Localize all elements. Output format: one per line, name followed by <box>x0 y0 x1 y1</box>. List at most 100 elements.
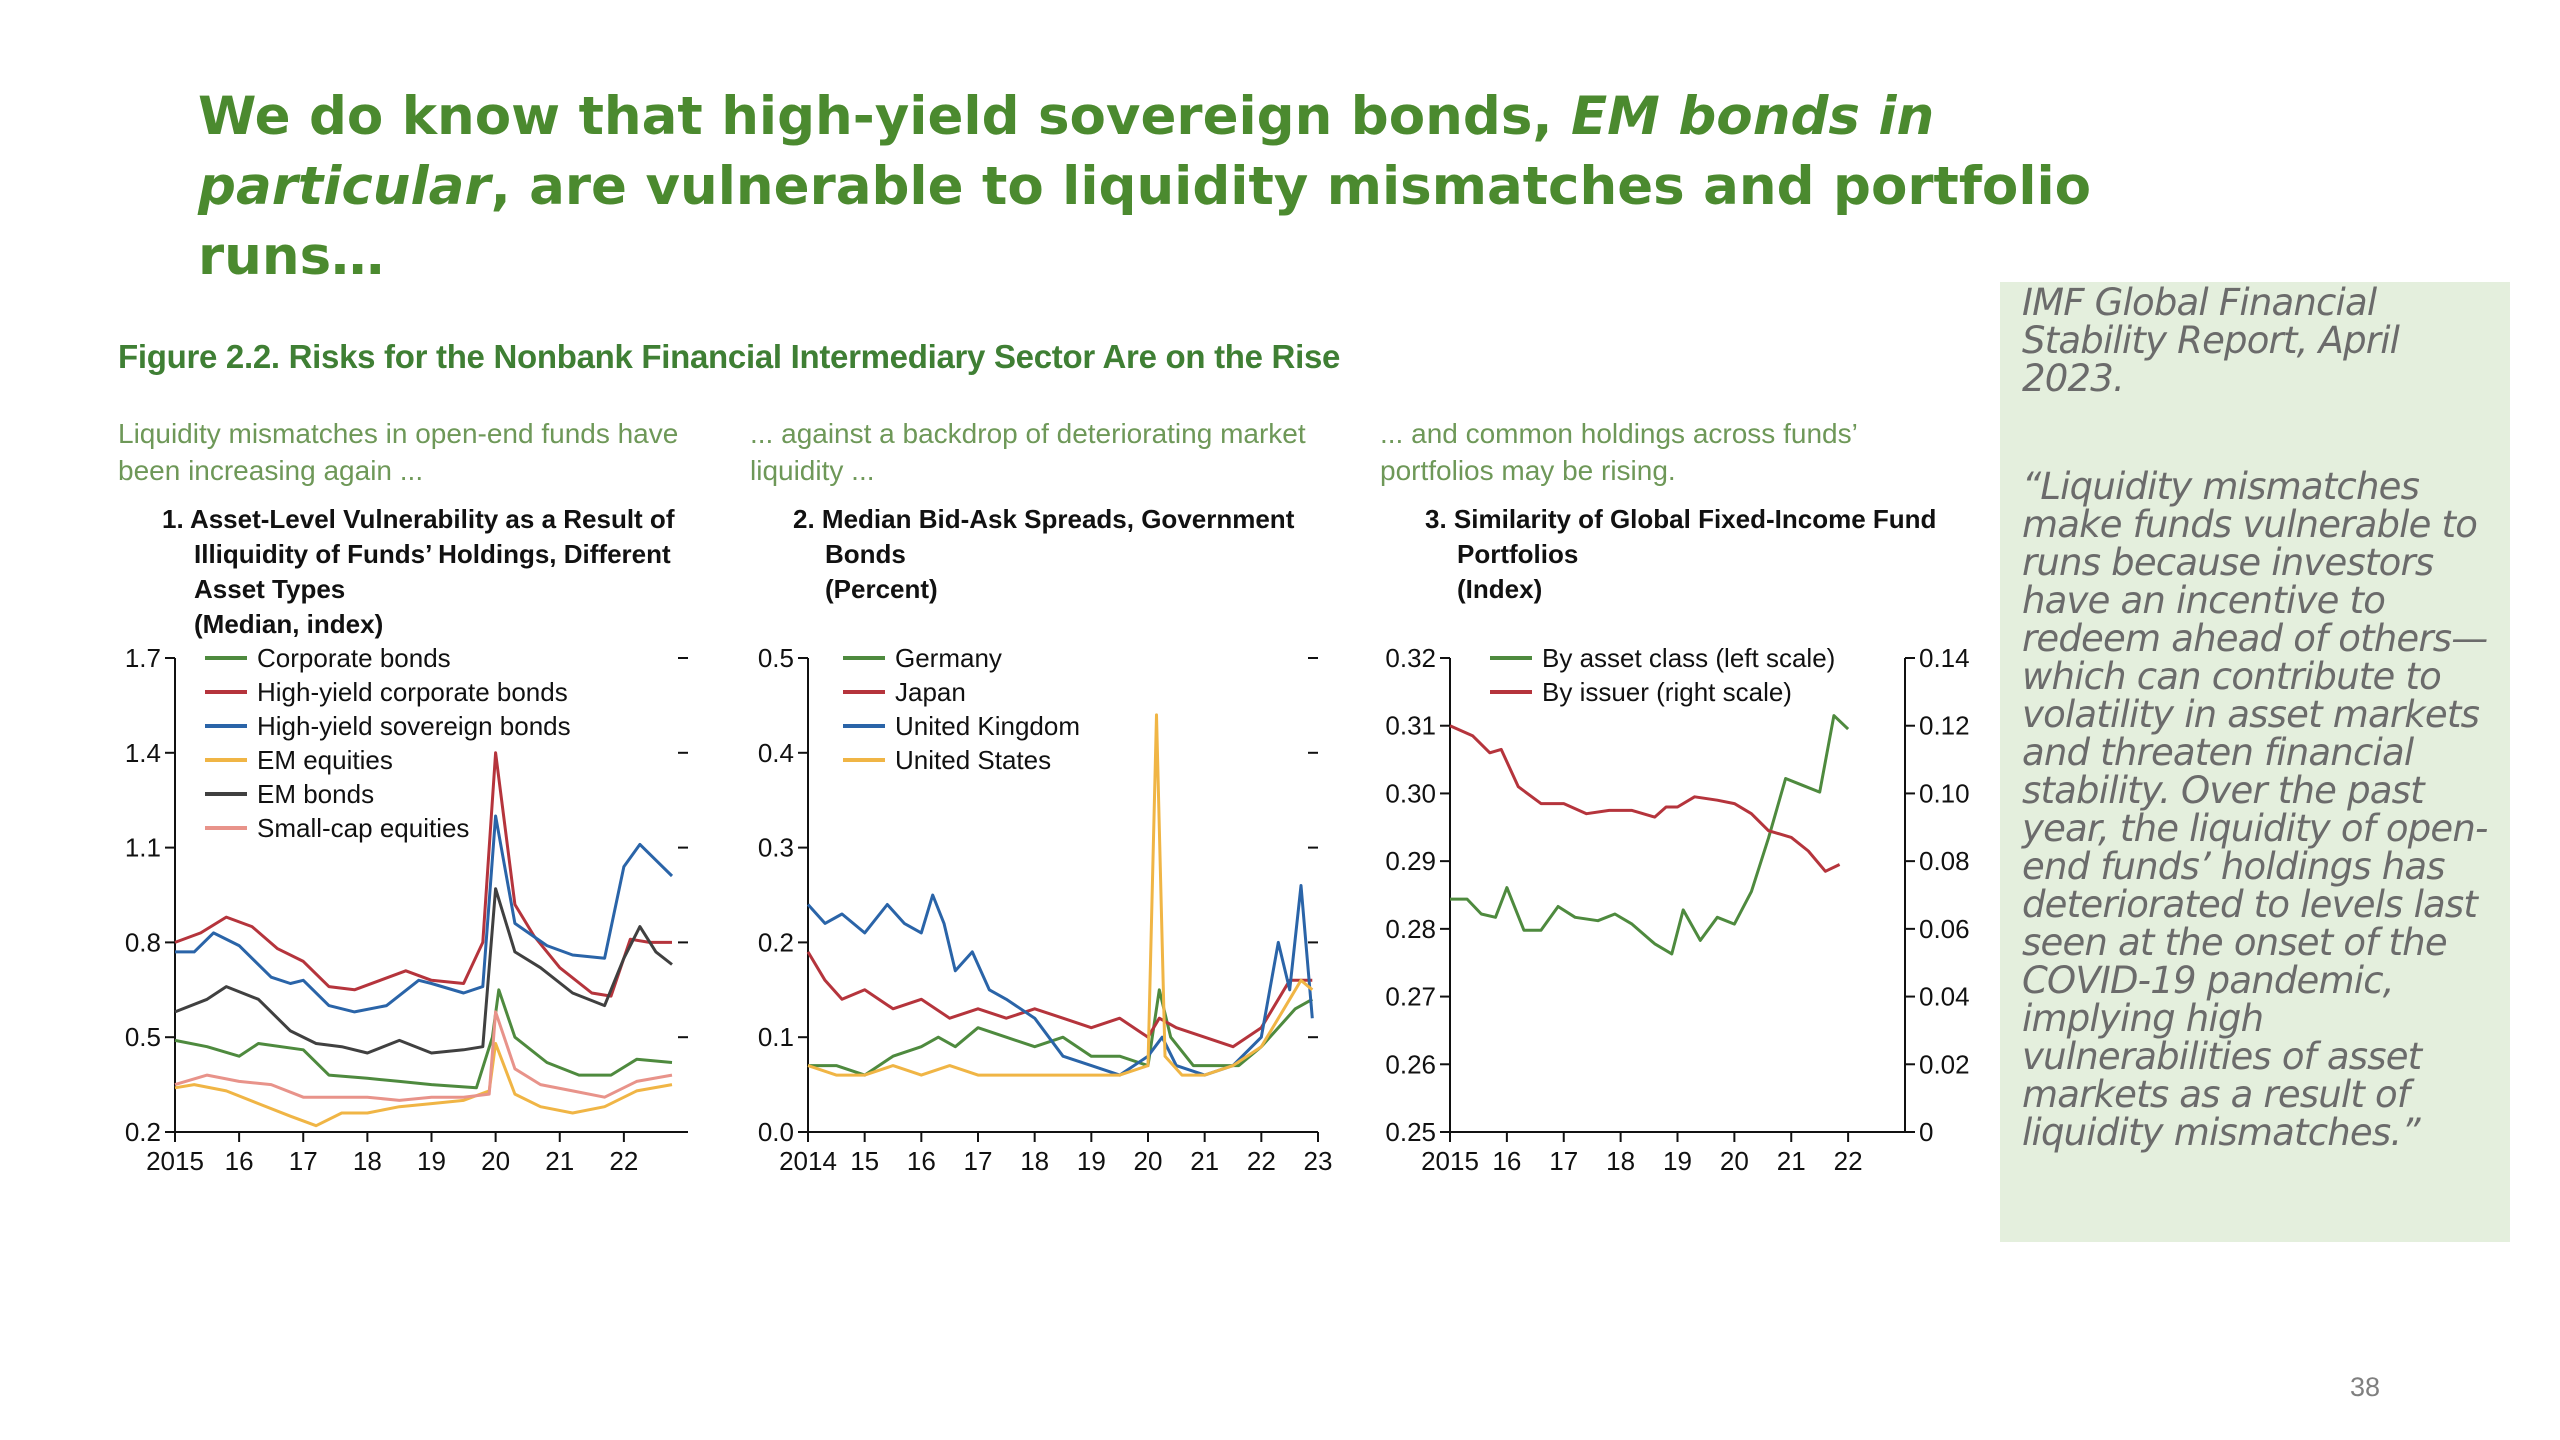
chart3-y2-tick-label: 0.06 <box>1919 914 1970 944</box>
figure-title: Figure 2.2. Risks for the Nonbank Financ… <box>118 338 1341 375</box>
chart1-x-tick-label: 20 <box>481 1146 510 1176</box>
chart1-y-tick-label: 1.4 <box>125 738 161 768</box>
chart1-y-tick-label: 1.1 <box>125 833 161 863</box>
chart2-series-line <box>806 884 1314 1077</box>
chart1-x-tick-label: 17 <box>289 1146 318 1176</box>
chart3-legend-label: By asset class (left scale) <box>1542 643 1835 673</box>
chart2-x-tick-label: 21 <box>1190 1146 1219 1176</box>
chart2-y-tick-label: 0.5 <box>758 643 794 673</box>
slide-title: We do know that high-yield sovereign bon… <box>198 82 2198 292</box>
chart3-y2-tick-label: 0.02 <box>1919 1049 1970 1079</box>
chart1-legend-label: Small-cap equities <box>257 813 469 843</box>
chart2-x-tick-label: 22 <box>1247 1146 1276 1176</box>
chart3-y-tick-label: 0.32 <box>1385 643 1436 673</box>
chart3-series-line <box>1449 724 1841 873</box>
chart3-x-tick-label: 17 <box>1549 1146 1578 1176</box>
chart3-y-tick-label: 0.31 <box>1385 711 1436 741</box>
panel-1-heading: 1. Asset-Level Vulnerability as a Result… <box>162 502 674 642</box>
chart2-legend-label: United Kingdom <box>895 711 1080 741</box>
panel-1-intro: Liquidity mismatches in open-end funds h… <box>118 418 679 486</box>
chart2-x-tick-label: 2014 <box>779 1146 837 1176</box>
chart3-y2-tick-label: 0.04 <box>1919 982 1970 1012</box>
chart3-x-tick-label: 21 <box>1777 1146 1806 1176</box>
chart2-x-tick-label: 20 <box>1134 1146 1163 1176</box>
quote-sidebar: IMF Global Financial Stability Report, A… <box>2000 282 2510 1242</box>
chart1-x-tick-label: 16 <box>225 1146 254 1176</box>
chart1-series-line <box>174 751 672 998</box>
chart2-series-line <box>807 713 1314 1077</box>
chart2-x-tick-label: 15 <box>850 1146 879 1176</box>
slide-title-part1: We do know that high-yield sovereign bon… <box>198 86 1571 147</box>
chart3-y-tick-label: 0.29 <box>1385 846 1436 876</box>
chart3-x-tick-label: 19 <box>1663 1146 1692 1176</box>
chart1-legend-label: High-yield sovereign bonds <box>257 711 571 741</box>
chart3-y-tick-label: 0.26 <box>1385 1049 1436 1079</box>
sidebar-quote: “Liquidity mismatches make funds vulnera… <box>2022 465 2488 1154</box>
chart2-legend-label: United States <box>895 745 1051 775</box>
panel-1-heading-line: (Median, index) <box>194 609 384 639</box>
chart1-y-tick-label: 0.5 <box>125 1022 161 1052</box>
panel-2-heading-line: (Percent) <box>825 574 938 604</box>
chart2-y-tick-label: 0.1 <box>758 1022 794 1052</box>
panel-2-intro: ... against a backdrop of deteriorating … <box>750 418 1306 486</box>
chart1-x-tick-label: 19 <box>417 1146 446 1176</box>
chart2-y-tick-label: 0.3 <box>758 833 794 863</box>
chart2-x-tick-label: 18 <box>1020 1146 1049 1176</box>
panel-1-heading-line: Asset Types <box>194 574 346 604</box>
chart1-series-line <box>174 988 673 1090</box>
panel-1-heading-line: 1. Asset-Level Vulnerability as a Result… <box>162 504 675 534</box>
chart3-y-tick-label: 0.25 <box>1385 1117 1436 1147</box>
chart2-x-tick-label: 23 <box>1304 1146 1333 1176</box>
chart3-x-tick-label: 16 <box>1492 1146 1521 1176</box>
chart1-series-line <box>175 814 674 1014</box>
chart1-legend-label: Corporate bonds <box>257 643 451 673</box>
chart1-y-tick-label: 0.8 <box>125 927 161 957</box>
chart3-x-tick-label: 2015 <box>1421 1146 1479 1176</box>
chart2-y-tick-label: 0.0 <box>758 1117 794 1147</box>
panel-3-heading-line: 3. Similarity of Global Fixed-Income Fun… <box>1425 504 1937 534</box>
chart2-legend-label: Japan <box>895 677 966 707</box>
chart3-y2-tick-label: 0.10 <box>1919 778 1970 808</box>
panel-3-intro: ... and common holdings across funds’ po… <box>1380 418 1857 486</box>
chart2-x-tick-label: 19 <box>1077 1146 1106 1176</box>
chart1-y-tick-label: 0.2 <box>125 1117 161 1147</box>
chart3-y-tick-label: 0.30 <box>1385 778 1436 808</box>
panel-3-heading: 3. Similarity of Global Fixed-Income Fun… <box>1425 502 1936 607</box>
panel-2-heading-line: Bonds <box>825 539 906 569</box>
chart1-x-tick-label: 2015 <box>146 1146 204 1176</box>
page-number: 38 <box>2350 1372 2381 1402</box>
chart3-y2-tick-label: 0 <box>1919 1117 1933 1147</box>
slide-title-part2: , are vulnerable to liquidity mismatches… <box>198 156 2092 287</box>
sidebar-source: IMF Global Financial Stability Report, A… <box>2022 281 2400 400</box>
chart1-series-line <box>174 887 673 1055</box>
chart3-y2-tick-label: 0.12 <box>1919 711 1970 741</box>
slide-title-emphasis: EM bonds in particular <box>198 86 1935 217</box>
chart1-legend-label: High-yield corporate bonds <box>257 677 568 707</box>
chart3-legend-label: By issuer (right scale) <box>1542 677 1792 707</box>
chart1-y-tick-label: 1.7 <box>125 643 161 673</box>
panel-3-heading-line: (Index) <box>1457 574 1543 604</box>
chart1-series-line <box>174 1010 673 1102</box>
chart2-series-line <box>808 988 1314 1077</box>
panel-2-heading: 2. Median Bid-Ask Spreads, Government Bo… <box>793 502 1294 607</box>
panel-3-heading-line: Portfolios <box>1457 539 1579 569</box>
chart1-legend-label: EM bonds <box>257 779 374 809</box>
chart2-series-line <box>806 951 1313 1049</box>
chart2-x-tick-label: 16 <box>907 1146 936 1176</box>
chart1-series-line <box>174 1042 673 1128</box>
chart1-x-tick-label: 21 <box>545 1146 574 1176</box>
chart3-x-tick-label: 22 <box>1834 1146 1863 1176</box>
chart1-legend-label: EM equities <box>257 745 393 775</box>
chart2-y-tick-label: 0.4 <box>758 738 794 768</box>
panel-1-heading-line: Illiquidity of Funds’ Holdings, Differen… <box>194 539 671 569</box>
chart3-y-tick-label: 0.27 <box>1385 982 1436 1012</box>
chart3-x-tick-label: 20 <box>1720 1146 1749 1176</box>
chart3-series-line <box>1450 714 1850 956</box>
chart3-x-tick-label: 18 <box>1606 1146 1635 1176</box>
chart3-y-tick-label: 0.28 <box>1385 914 1436 944</box>
chart3-y2-tick-label: 0.08 <box>1919 846 1970 876</box>
chart2-legend-label: Germany <box>895 643 1002 673</box>
chart2-x-tick-label: 17 <box>964 1146 993 1176</box>
chart3-y2-tick-label: 0.14 <box>1919 643 1970 673</box>
